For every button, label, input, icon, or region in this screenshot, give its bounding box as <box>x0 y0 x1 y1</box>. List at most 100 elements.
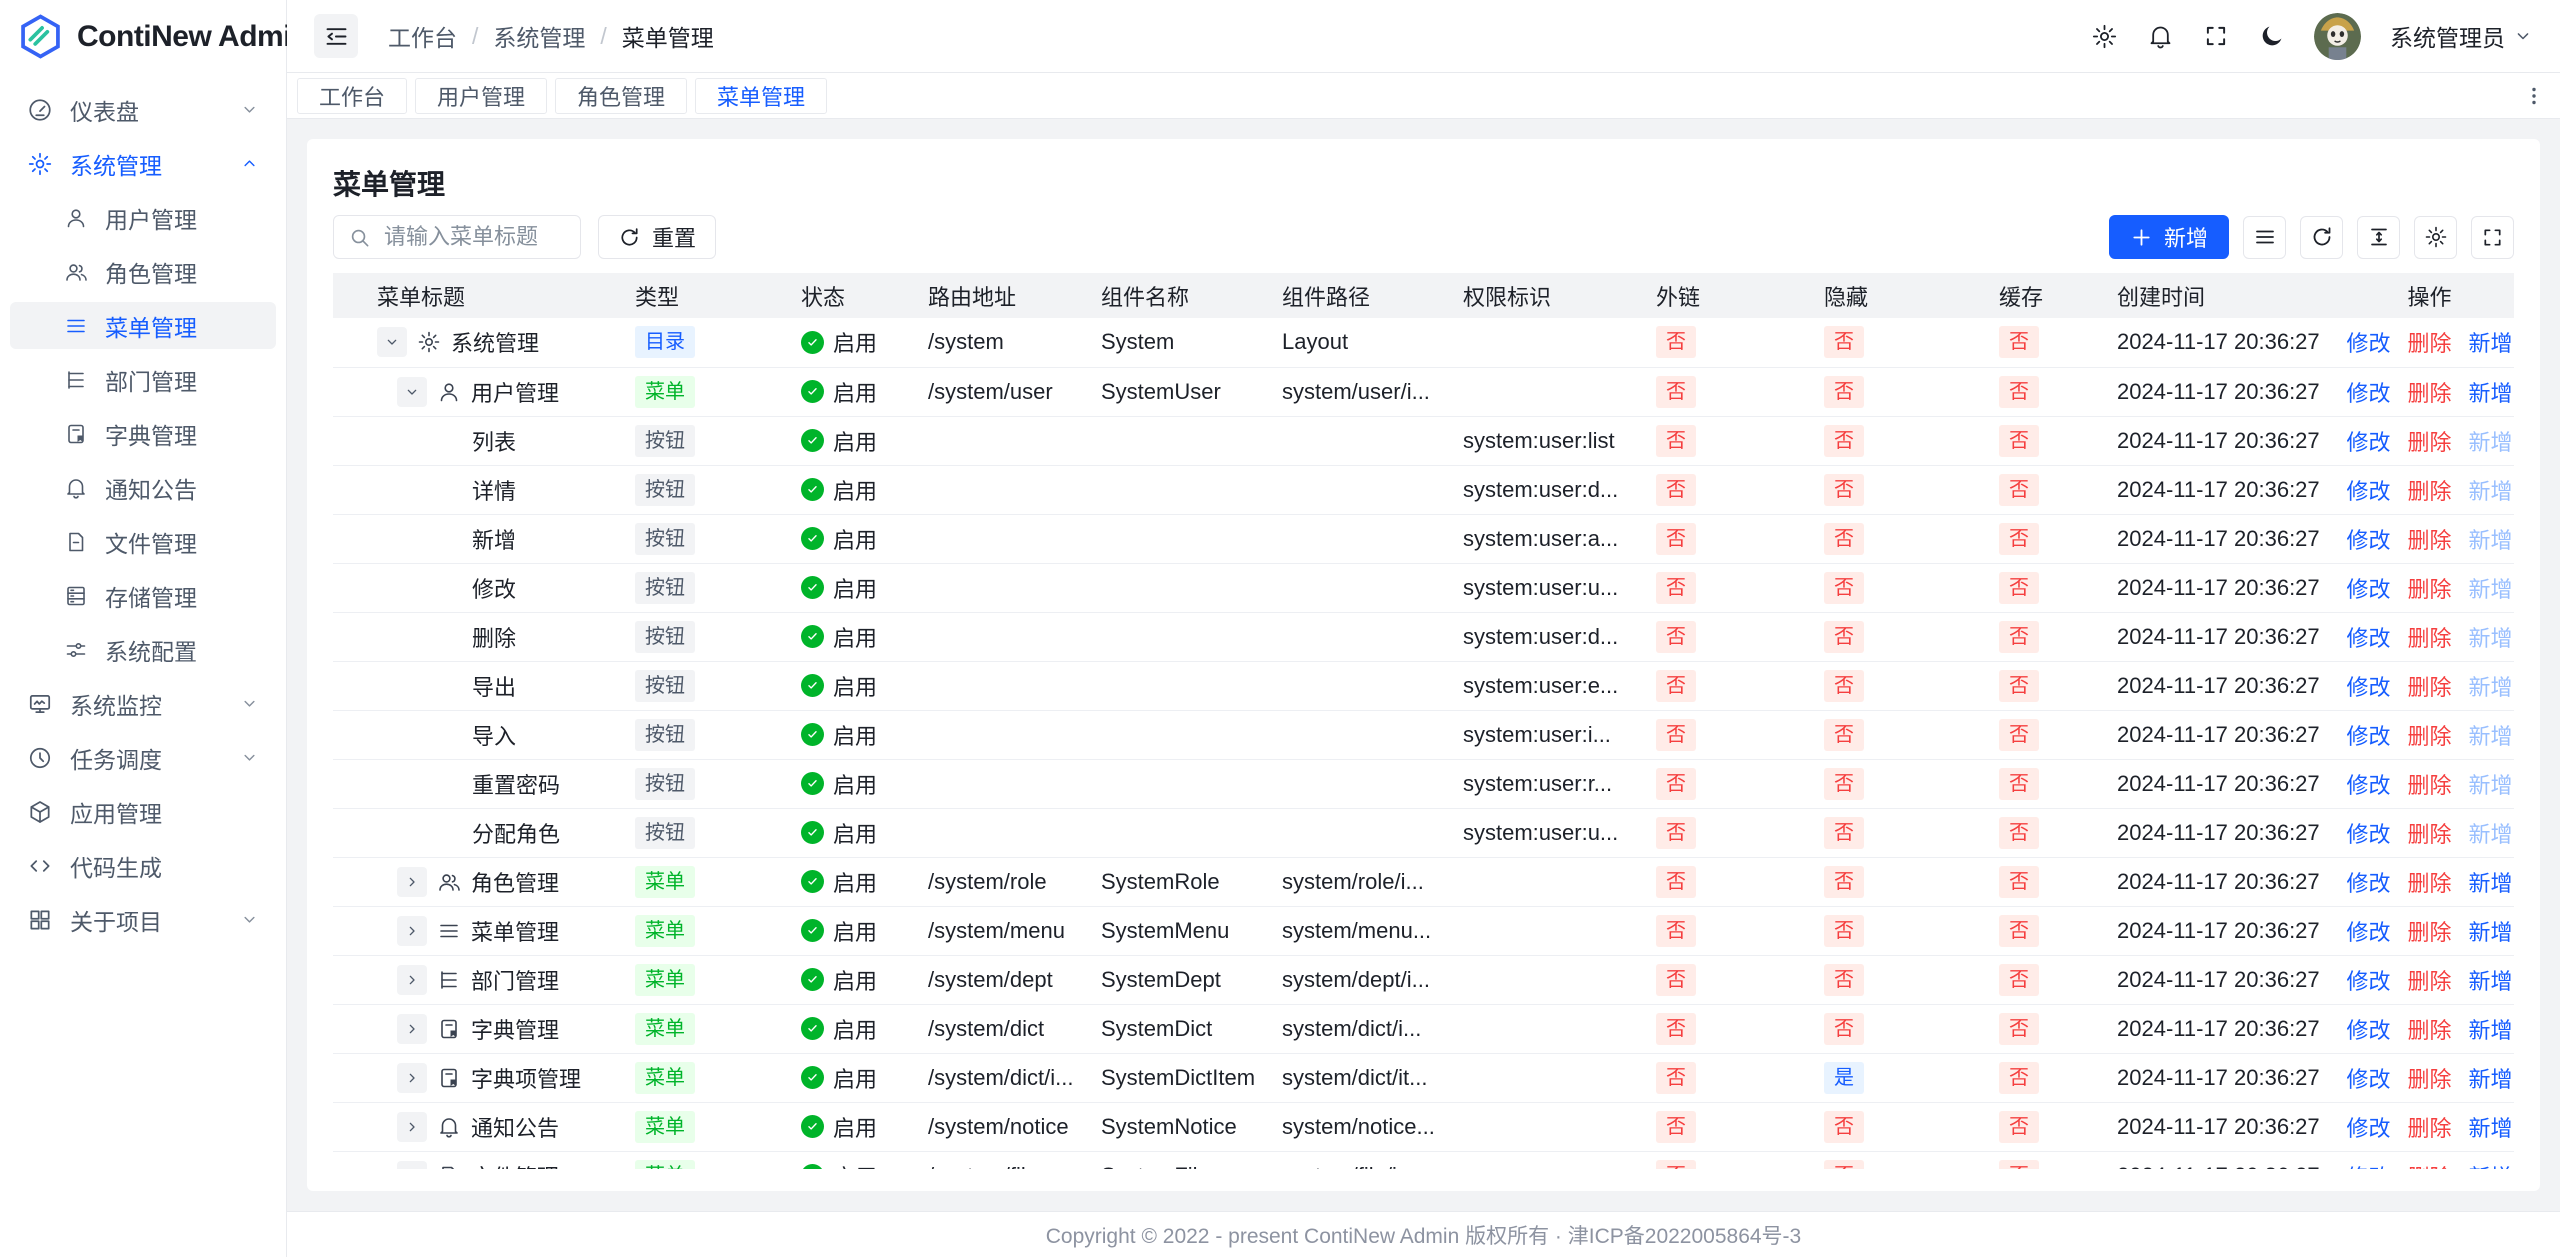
notification-button[interactable] <box>2147 23 2174 50</box>
add-link[interactable]: 新增 <box>2468 331 2513 357</box>
fullscreen-table-button[interactable] <box>2471 215 2514 259</box>
add-link[interactable]: 新增 <box>2468 1066 2513 1092</box>
delete-link[interactable]: 删除 <box>2407 674 2452 700</box>
add-button[interactable]: 新增 <box>2108 215 2229 259</box>
sidebar-item-dept[interactable]: 部门管理 <box>10 356 276 403</box>
delete-link[interactable]: 删除 <box>2407 527 2452 553</box>
expand-toggle[interactable] <box>377 327 407 358</box>
sidebar-item-user[interactable]: 用户管理 <box>10 194 276 241</box>
edit-link[interactable]: 修改 <box>2346 1160 2390 1170</box>
reset-button[interactable]: 重置 <box>598 215 717 259</box>
add-link[interactable]: 新增 <box>2468 870 2513 896</box>
add-link[interactable]: 新增 <box>2469 1160 2513 1170</box>
list-view-button[interactable] <box>2243 215 2286 259</box>
sidebar-item-system[interactable]: 系统管理 <box>10 140 276 187</box>
edit-link[interactable]: 修改 <box>2346 478 2391 504</box>
expand-toggle[interactable] <box>397 1160 427 1169</box>
breadcrumb-item[interactable]: 系统管理 <box>493 25 586 51</box>
row-height-button[interactable] <box>2357 215 2400 259</box>
component-path <box>1270 612 1451 662</box>
sidebar-item-monitor[interactable]: 系统监控 <box>10 680 276 727</box>
expand-toggle[interactable] <box>397 915 427 946</box>
expand-toggle[interactable] <box>397 1062 427 1093</box>
add-link[interactable]: 新增 <box>2468 1017 2513 1043</box>
delete-link[interactable]: 删除 <box>2407 331 2452 357</box>
delete-link[interactable]: 删除 <box>2408 1160 2452 1170</box>
column-settings-button[interactable] <box>2414 215 2457 259</box>
type-badge: 菜单 <box>635 1110 695 1143</box>
sidebar-item-schedule[interactable]: 任务调度 <box>10 734 276 781</box>
edit-link[interactable]: 修改 <box>2346 772 2391 798</box>
external-badge: 否 <box>1656 620 1696 653</box>
tab-workplace[interactable]: 工作台 <box>297 77 408 114</box>
tab-role[interactable]: 角色管理 <box>555 77 688 114</box>
edit-link[interactable]: 修改 <box>2346 1115 2391 1141</box>
hidden-badge: 否 <box>1824 473 1864 506</box>
user-menu[interactable]: 系统管理员 <box>2390 19 2533 53</box>
delete-link[interactable]: 删除 <box>2407 772 2452 798</box>
add-link[interactable]: 新增 <box>2468 968 2513 994</box>
edit-link[interactable]: 修改 <box>2346 576 2391 602</box>
search-input[interactable] <box>382 223 566 251</box>
sidebar-item-notice[interactable]: 通知公告 <box>10 464 276 511</box>
delete-link[interactable]: 删除 <box>2407 870 2452 896</box>
delete-link[interactable]: 删除 <box>2407 429 2452 455</box>
tab-user[interactable]: 用户管理 <box>415 77 548 114</box>
sidebar-item-codegen[interactable]: 代码生成 <box>10 842 276 889</box>
enabled-check-icon <box>801 723 824 746</box>
edit-link[interactable]: 修改 <box>2346 1017 2391 1043</box>
expand-toggle[interactable] <box>397 1111 427 1142</box>
edit-link[interactable]: 修改 <box>2346 968 2391 994</box>
edit-link[interactable]: 修改 <box>2346 723 2391 749</box>
edit-link[interactable]: 修改 <box>2346 821 2391 847</box>
delete-link[interactable]: 删除 <box>2407 968 2452 994</box>
collapse-sidebar-button[interactable] <box>314 14 358 58</box>
sidebar-item-role[interactable]: 角色管理 <box>10 248 276 295</box>
expand-toggle[interactable] <box>397 964 427 995</box>
expand-toggle[interactable] <box>397 376 427 407</box>
edit-link[interactable]: 修改 <box>2346 331 2391 357</box>
sidebar-item-dashboard[interactable]: 仪表盘 <box>10 86 276 133</box>
fullscreen-button[interactable] <box>2203 23 2229 49</box>
dark-mode-toggle[interactable] <box>2258 23 2285 50</box>
logo[interactable]: ContiNew Admin <box>0 0 309 73</box>
sidebar-item-menu[interactable]: 菜单管理 <box>10 302 276 349</box>
breadcrumb-item[interactable]: 工作台 <box>388 25 457 51</box>
edit-link[interactable]: 修改 <box>2346 527 2391 553</box>
sidebar-item-file[interactable]: 文件管理 <box>10 518 276 565</box>
add-link[interactable]: 新增 <box>2468 1115 2513 1141</box>
edit-link[interactable]: 修改 <box>2346 1066 2391 1092</box>
add-link[interactable]: 新增 <box>2468 380 2513 406</box>
delete-link[interactable]: 删除 <box>2407 380 2452 406</box>
sidebar-item-about[interactable]: 关于项目 <box>10 896 276 943</box>
avatar[interactable] <box>2314 12 2361 60</box>
delete-link[interactable]: 删除 <box>2407 1066 2452 1092</box>
delete-link[interactable]: 删除 <box>2407 1017 2452 1043</box>
edit-link[interactable]: 修改 <box>2346 919 2391 945</box>
edit-link[interactable]: 修改 <box>2346 625 2391 651</box>
sidebar-item-storage[interactable]: 存储管理 <box>10 572 276 619</box>
delete-link[interactable]: 删除 <box>2407 576 2452 602</box>
expand-toggle[interactable] <box>397 1013 427 1044</box>
refresh-table-button[interactable] <box>2300 215 2343 259</box>
delete-link[interactable]: 删除 <box>2407 478 2452 504</box>
edit-link[interactable]: 修改 <box>2346 429 2391 455</box>
edit-link[interactable]: 修改 <box>2346 870 2391 896</box>
settings-button[interactable] <box>2091 23 2118 50</box>
expand-toggle[interactable] <box>397 866 427 897</box>
add-link[interactable]: 新增 <box>2468 919 2513 945</box>
delete-link[interactable]: 删除 <box>2407 821 2452 847</box>
sidebar-item-dict[interactable]: 字典管理 <box>10 410 276 457</box>
delete-link[interactable]: 删除 <box>2407 723 2452 749</box>
delete-link[interactable]: 删除 <box>2407 625 2452 651</box>
edit-link[interactable]: 修改 <box>2346 380 2391 406</box>
delete-link[interactable]: 删除 <box>2407 919 2452 945</box>
component-path: system/user/i... <box>1270 367 1451 417</box>
sidebar-item-app[interactable]: 应用管理 <box>10 788 276 835</box>
tab-more-button[interactable] <box>2522 84 2546 108</box>
sidebar-item-config[interactable]: 系统配置 <box>10 626 276 673</box>
delete-link[interactable]: 删除 <box>2407 1115 2452 1141</box>
monitor-icon <box>27 691 53 717</box>
edit-link[interactable]: 修改 <box>2346 674 2391 700</box>
tab-menu[interactable]: 菜单管理 <box>695 77 828 114</box>
